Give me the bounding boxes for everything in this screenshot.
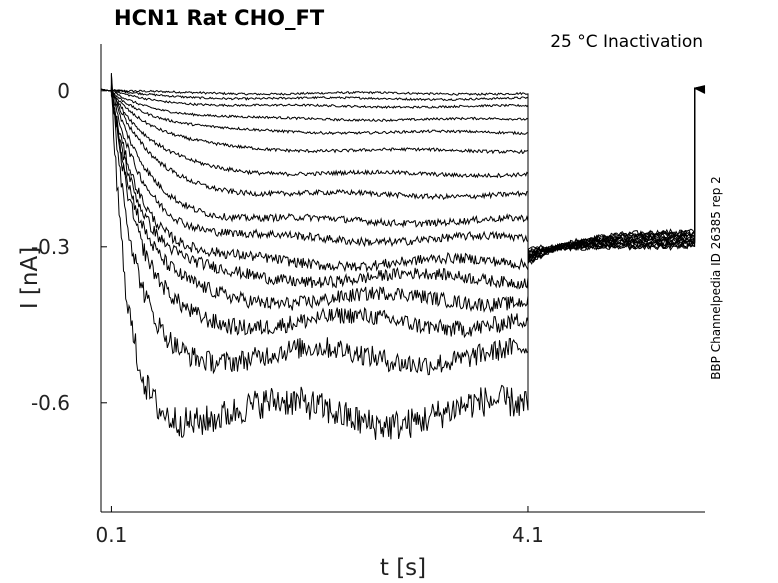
current-trace-13 bbox=[100, 87, 706, 314]
current-trace-12 bbox=[100, 87, 706, 290]
current-trace-15 bbox=[100, 74, 706, 376]
current-trace-16 bbox=[100, 72, 706, 440]
y-axis-label: I [nA] bbox=[17, 247, 43, 309]
side-label: BBP Channelpedia ID 26385 rep 2 bbox=[709, 176, 723, 380]
y-tick-label: 0 bbox=[57, 79, 70, 103]
y-ticks: 0 -0.3 -0.6 bbox=[31, 79, 107, 415]
condition-label: 25 °C Inactivation bbox=[550, 32, 703, 52]
chart-title: HCN1 Rat CHO_FT bbox=[114, 6, 325, 30]
y-tick-label: -0.6 bbox=[31, 391, 70, 415]
current-trace-1 bbox=[100, 85, 706, 265]
y-tick-label: -0.3 bbox=[31, 235, 70, 259]
x-tick-label: 4.1 bbox=[512, 523, 544, 547]
x-axis-label: t [s] bbox=[380, 555, 426, 581]
trace-group bbox=[100, 72, 706, 440]
x-ticks: 0.1 4.1 bbox=[96, 506, 544, 547]
current-trace-14 bbox=[100, 85, 706, 339]
x-tick-label: 0.1 bbox=[96, 523, 128, 547]
